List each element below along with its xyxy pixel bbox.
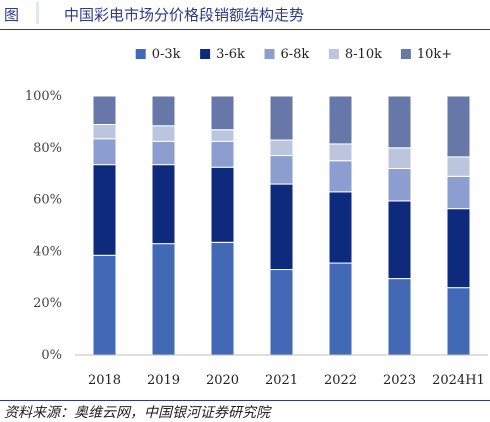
- bar-segment: [387, 278, 412, 356]
- footer-divider: [0, 400, 490, 401]
- chart-title: 中国彩电市场分价格段销额结构走势: [64, 6, 305, 24]
- bar-segment: [328, 191, 353, 264]
- bar-segment: [92, 254, 117, 356]
- x-tick-label: 2020: [206, 373, 239, 388]
- bar-segment: [92, 138, 117, 166]
- bar-segment: [446, 287, 471, 356]
- x-axis: 2018 2019 2020 2021 2022 2023 2024H1: [75, 354, 488, 388]
- bar-segment: [387, 168, 412, 202]
- bar-segment: [269, 269, 294, 356]
- legend-swatch: [264, 49, 275, 59]
- bar-segment: [387, 95, 412, 149]
- bar-segment: [151, 95, 176, 127]
- legend: 0-3k 3-6k 6-8k 8-10k 10k+: [135, 47, 452, 62]
- legend-label: 8-10k: [345, 47, 382, 62]
- y-tick-label: 20%: [33, 296, 62, 311]
- x-tick-label: 2024H1: [432, 373, 485, 388]
- legend-label: 6-8k: [281, 47, 310, 62]
- bar-segment: [151, 164, 176, 245]
- bar-segment: [269, 95, 294, 141]
- bar-segment: [269, 183, 294, 271]
- x-tick-label: 2021: [265, 373, 298, 388]
- bar-segment: [151, 243, 176, 356]
- legend-swatch: [328, 49, 339, 59]
- legend-swatch: [200, 49, 211, 59]
- legend-swatch: [135, 49, 146, 59]
- y-tick-label: 60%: [33, 193, 62, 208]
- bar-segment: [446, 175, 471, 210]
- bar-segment: [92, 95, 117, 125]
- bar-segment: [151, 140, 176, 166]
- bar-segment: [328, 160, 353, 193]
- bar-segment: [210, 95, 235, 131]
- source-note: 资料来源：奥维云网，中国银河证券研究院: [4, 405, 270, 421]
- bar-segment: [387, 147, 412, 170]
- bar-segment: [269, 155, 294, 185]
- stacked-bar-chart: 0-3k 3-6k 6-8k 8-10k 10k+ 0% 20% 40% 60% 80% 100%…: [25, 47, 488, 388]
- x-tick-label: 2022: [324, 373, 357, 388]
- bar-segment: [210, 140, 235, 168]
- bar-segment: [387, 200, 412, 280]
- bar-segment: [328, 95, 353, 145]
- x-tick-label: 2019: [147, 373, 180, 388]
- y-tick-label: 0%: [41, 348, 62, 363]
- y-tick-label: 80%: [33, 141, 62, 156]
- bars: [92, 95, 471, 356]
- bar-segment: [92, 123, 117, 140]
- title-accent-bar: [36, 2, 39, 24]
- x-tick-label: 2018: [88, 373, 121, 388]
- bar-segment: [328, 262, 353, 356]
- chart-header: 图 中国彩电市场分价格段销额结构走势: [0, 0, 490, 30]
- bar-segment: [446, 95, 471, 158]
- bar-segment: [151, 125, 176, 142]
- legend-label: 0-3k: [152, 47, 181, 62]
- bar-segment: [446, 208, 471, 289]
- y-tick-label: 40%: [33, 244, 62, 259]
- legend-swatch: [400, 49, 411, 59]
- bar-segment: [269, 139, 294, 157]
- figure-label: 图: [4, 6, 20, 24]
- bar-segment: [328, 143, 353, 162]
- title-divider: [0, 29, 490, 30]
- y-tick-label: 100%: [25, 89, 62, 104]
- x-tick-label: 2023: [383, 373, 416, 388]
- y-axis: 0% 20% 40% 60% 80% 100%: [25, 89, 62, 363]
- bar-segment: [446, 156, 471, 177]
- legend-label: 3-6k: [216, 47, 245, 62]
- bar-segment: [210, 241, 235, 356]
- bar-segment: [210, 129, 235, 142]
- bar-segment: [210, 166, 235, 243]
- bar-segment: [92, 164, 117, 256]
- legend-label: 10k+: [417, 47, 452, 62]
